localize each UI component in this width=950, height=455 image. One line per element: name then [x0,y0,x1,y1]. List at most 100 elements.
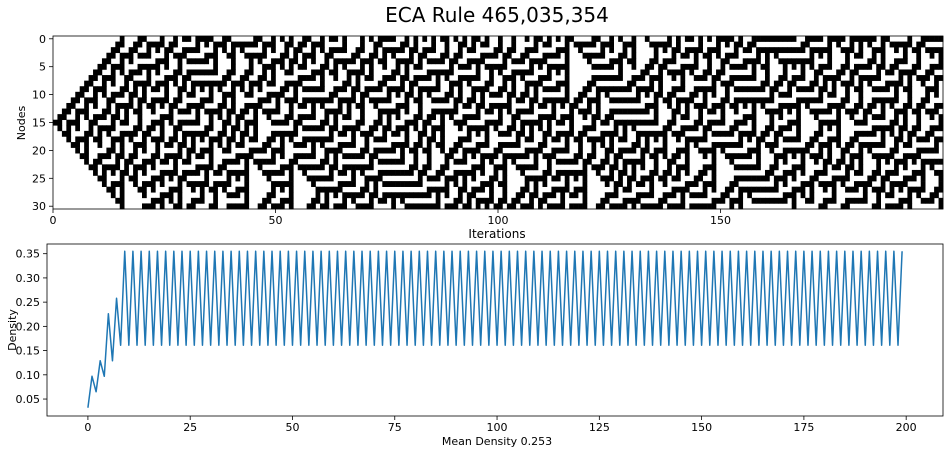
spacetime-cell [925,108,930,115]
spacetime-cell [720,147,726,154]
spacetime-cell [351,136,356,143]
spacetime-cell [444,175,450,182]
spacetime-cell [738,175,744,182]
spacetime-cell [773,153,779,160]
spacetime-cell [520,108,525,115]
spacetime-cell [110,125,116,132]
spacetime-cell [164,114,169,121]
spacetime-cell [929,69,935,76]
spacetime-cell [382,80,388,87]
spacetime-cell [729,142,735,148]
spacetime-cell [591,147,597,154]
spacetime-x-tick-label: 150 [710,214,731,227]
spacetime-cell [711,119,717,126]
spacetime-cell [493,169,499,176]
spacetime-cell [889,169,895,176]
spacetime-cell [119,147,125,154]
spacetime-cell [168,108,174,115]
spacetime-cell [907,97,913,104]
spacetime-cell [284,114,290,121]
spacetime-cell [542,97,548,104]
spacetime-cell [311,41,316,48]
spacetime-cell [204,58,210,65]
spacetime-cell [733,97,739,104]
spacetime-cell [876,192,881,199]
spacetime-cell [324,175,330,182]
spacetime-cell [244,41,250,48]
spacetime-cell [124,108,129,115]
spacetime-cell [368,75,374,81]
spacetime-cell [417,52,423,59]
spacetime-cell [515,130,521,137]
spacetime-cell [66,130,72,137]
spacetime-cell [106,52,112,59]
spacetime-cell [164,75,169,81]
spacetime-cell [693,203,699,210]
spacetime-cell [177,125,183,132]
spacetime-cell [244,125,250,132]
spacetime-cell [800,164,806,171]
spacetime-cell [506,203,512,210]
spacetime-cell [600,86,606,93]
spacetime-cell [929,125,935,132]
spacetime-cell [213,186,218,193]
spacetime-cell [431,175,436,182]
spacetime-cell [756,47,761,54]
spacetime-cell [693,47,699,54]
spacetime-cell [729,186,735,193]
spacetime-cell [217,108,223,115]
spacetime-cell [204,164,210,171]
spacetime-cell [222,36,227,42]
spacetime-cell [426,47,432,54]
spacetime-cell [862,197,868,204]
spacetime-cell [693,192,699,199]
spacetime-cell [707,147,712,154]
spacetime-cell [756,86,761,93]
spacetime-cell [818,181,824,187]
spacetime-cell [386,192,392,199]
spacetime-cell [920,197,926,204]
spacetime-cell [907,197,913,204]
spacetime-cell [306,136,312,143]
spacetime-cell [368,203,374,210]
spacetime-cell [275,181,281,187]
spacetime-cell [836,69,841,76]
spacetime-cell [142,192,147,199]
spacetime-cell [498,181,503,187]
spacetime-cell [462,169,468,176]
spacetime-cell [796,86,801,93]
spacetime-cell [773,80,779,87]
spacetime-cell [342,203,347,210]
spacetime-cell [640,158,646,165]
spacetime-cell [809,142,815,148]
spacetime-cell [769,108,775,115]
spacetime-cell [889,147,895,154]
spacetime-cell [248,63,254,70]
spacetime-cell [257,147,263,154]
spacetime-cell [297,142,303,148]
spacetime-cell [778,175,784,182]
spacetime-cell [302,164,307,171]
spacetime-cell [475,58,481,65]
spacetime-cell [453,119,459,126]
spacetime-cell [235,41,241,48]
spacetime-cell [440,164,445,171]
spacetime-cell [546,97,552,104]
spacetime-cell [644,136,650,143]
spacetime-cell [524,86,530,93]
spacetime-cell [444,192,450,199]
spacetime-cell [934,125,939,132]
spacetime-cell [364,75,370,81]
spacetime-cell [239,114,245,121]
spacetime-cell [84,108,89,115]
spacetime-cell [306,203,312,210]
spacetime-cell [226,203,232,210]
spacetime-cell [738,119,744,126]
spacetime-cell [364,130,370,137]
spacetime-cell [391,197,396,204]
spacetime-cell [862,119,868,126]
spacetime-cell [395,125,401,132]
spacetime-cell [284,181,290,187]
spacetime-cell [627,41,632,48]
